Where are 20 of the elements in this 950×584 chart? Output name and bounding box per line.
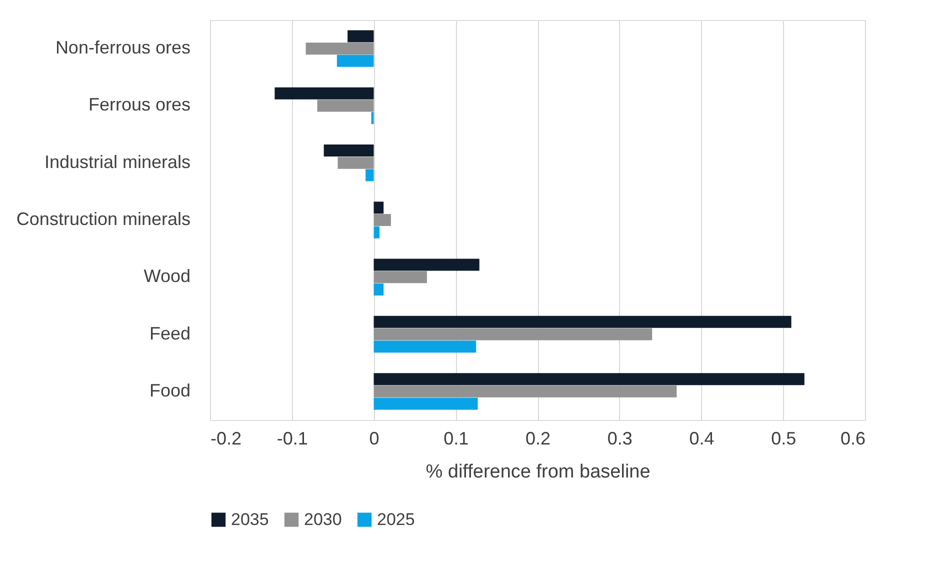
x-tick-label: 0 [369,428,380,448]
x-tick-label: 0.2 [525,428,551,448]
x-tick-label: 0.4 [689,428,714,448]
legend-label: 2030 [304,510,342,529]
x-tick-label: 0.3 [607,428,632,448]
y-tick-label: Wood [144,266,190,286]
legend-label: 2025 [377,510,415,529]
y-tick-label: Food [149,380,190,400]
x-tick-label: 0.5 [771,428,796,448]
y-tick-label: Feed [149,323,190,344]
y-tick-label: Ferrous ores [88,94,190,115]
y-tick-label: Construction minerals [16,209,190,229]
x-tick-label: -0.2 [210,428,242,448]
x-tick-label: 0.6 [840,428,866,448]
x-tick-label: -0.1 [276,428,308,448]
x-axis-title: % difference from baseline [426,462,650,482]
legend-label: 2035 [231,510,269,529]
y-tick-label: Industrial minerals [44,152,190,172]
y-tick-label: Non-ferrous ores [55,38,190,58]
x-tick-label: 0.1 [444,428,469,448]
